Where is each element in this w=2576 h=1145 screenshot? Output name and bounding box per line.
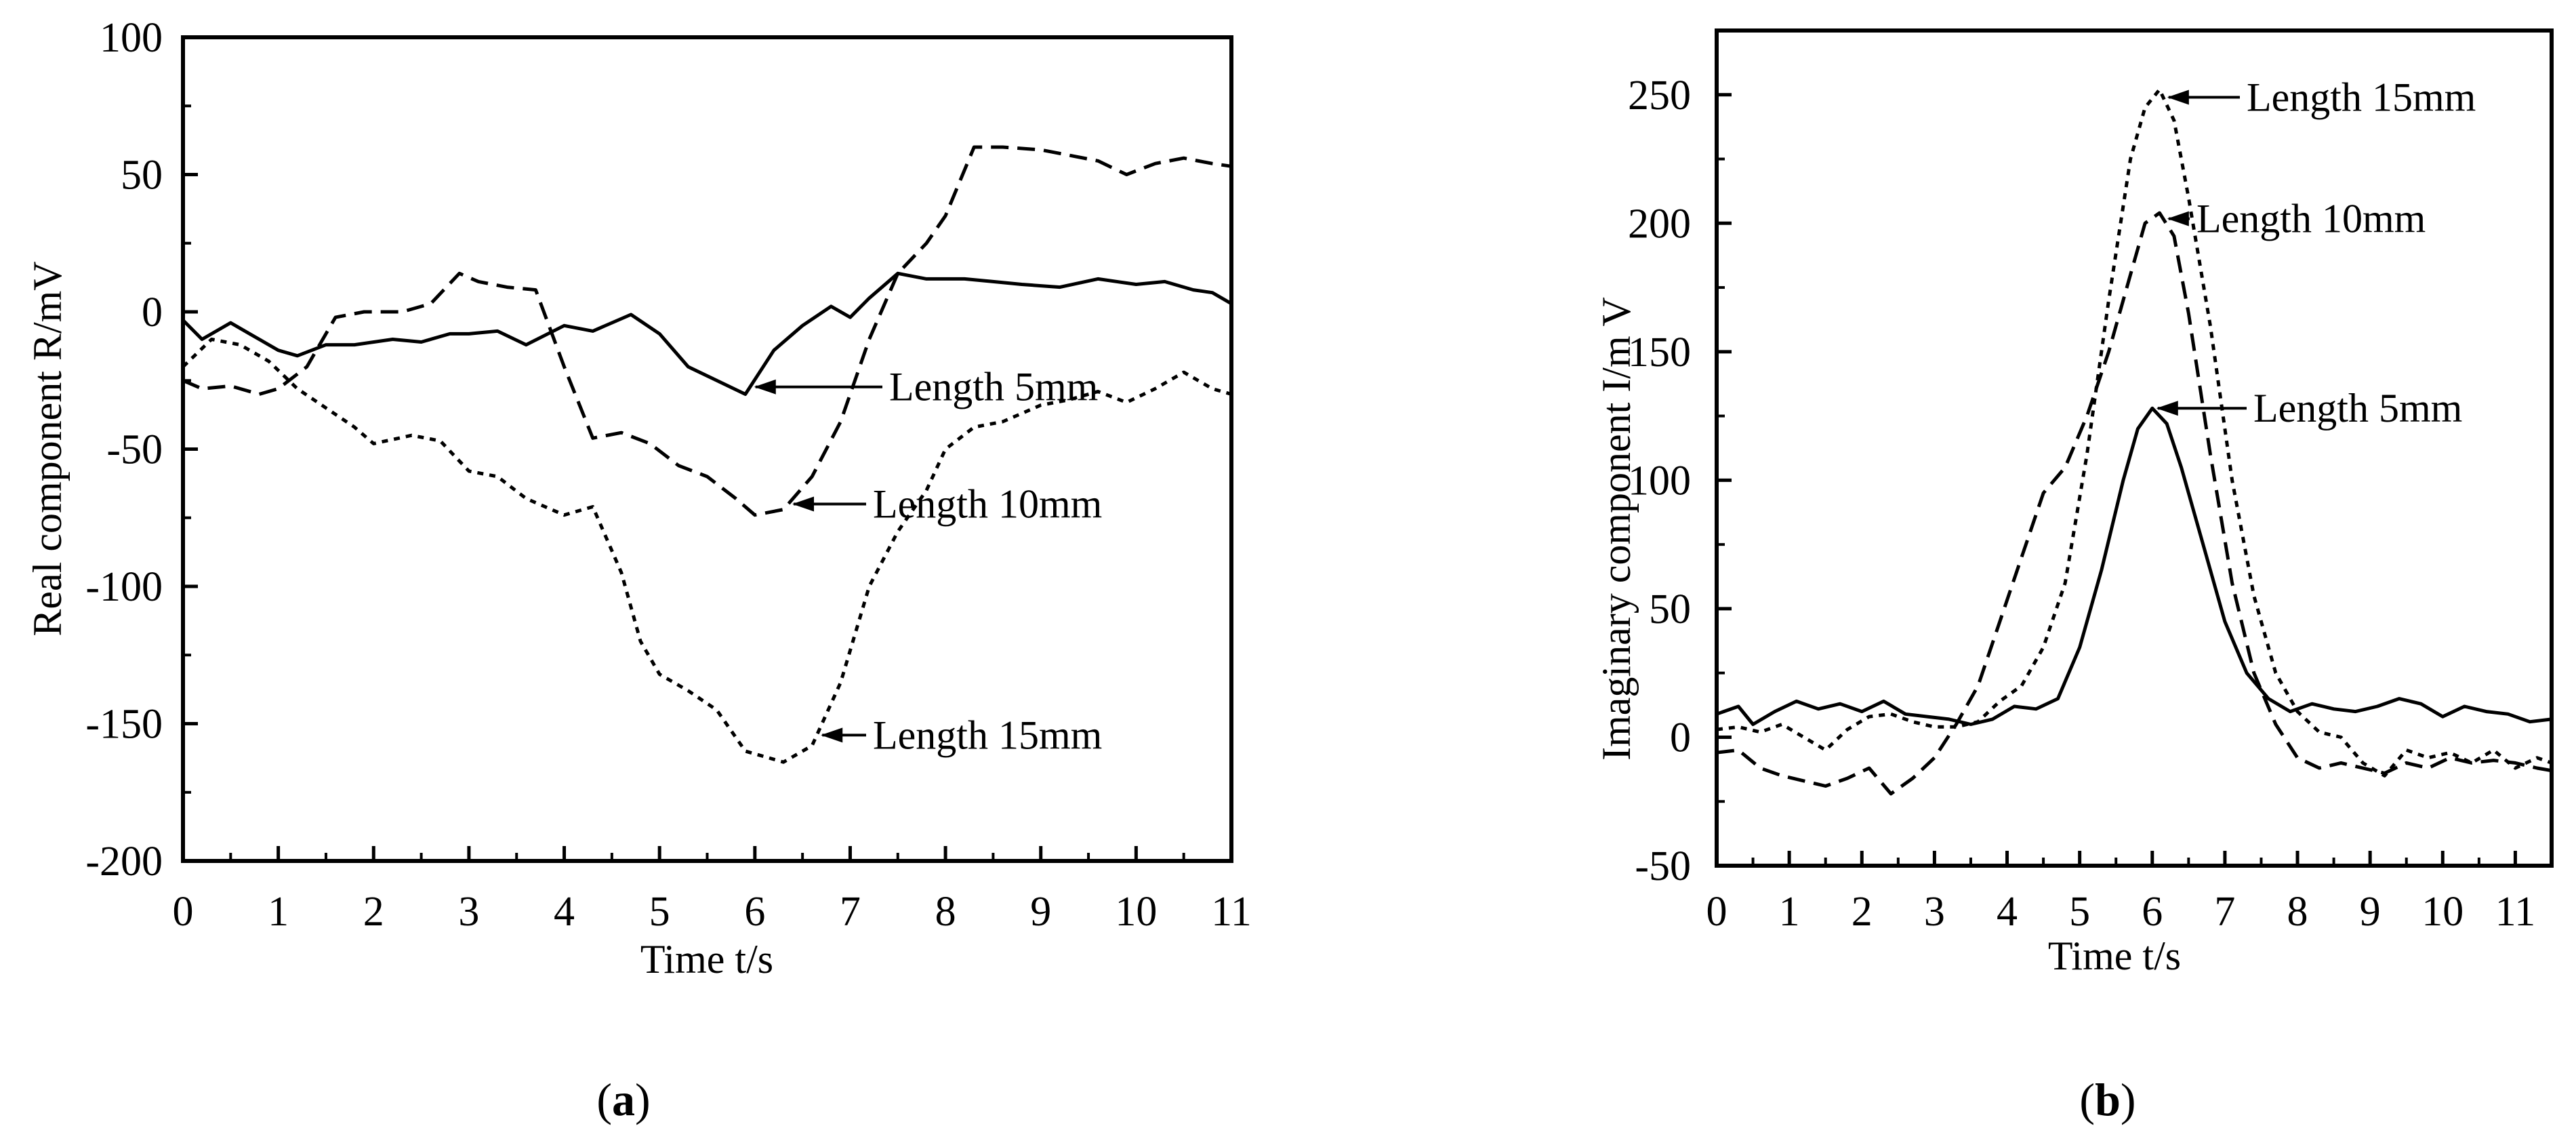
panel-b-y-axis-title: Imaginary component I/m V <box>1594 297 1639 761</box>
panel-b-y-tick-label: 200 <box>1628 201 1691 247</box>
panel-a-annotation-arrowhead <box>754 379 776 395</box>
panel-a-x-tick-label: 2 <box>363 889 384 935</box>
panel-a-y-tick-label: -50 <box>106 427 163 473</box>
panel-b-y-tick-label: 0 <box>1670 715 1691 761</box>
panel-b-x-tick-label: 6 <box>2142 889 2163 935</box>
panel-b-x-tick-label: 4 <box>1997 889 2018 935</box>
panel-a-y-axis-title: Real component R/mV <box>25 261 70 636</box>
panel-b-x-tick-label: 11 <box>2495 889 2536 935</box>
panel-a-y-tick-label: 100 <box>100 15 163 61</box>
panel-a-x-tick-label: 1 <box>268 889 289 935</box>
panel-a-x-tick-label: 11 <box>1211 889 1252 935</box>
panel-a-annotation-label: Length 15mm <box>873 712 1102 757</box>
panel-a-chart: 0 1 2 3 4 5 6 7 8 9 10 11 -200 -150 -100 -50 0 50 100 Leng… <box>25 15 1252 1125</box>
panel-b-x-tick-label: 7 <box>2214 889 2235 935</box>
panel-a-x-axis-title: Time t/s <box>640 937 773 982</box>
panel-b-y-tick-label: 100 <box>1628 458 1691 504</box>
panel-b-x-tick-label: 8 <box>2287 889 2308 935</box>
panel-b-x-tick-label: 3 <box>1924 889 1945 935</box>
panel-b-label: (b) <box>2079 1074 2135 1125</box>
panel-a-annotation-arrowhead <box>792 496 815 512</box>
panel-b-y-tick-label: -50 <box>1635 843 1691 889</box>
panel-a-series-length-15mm <box>182 338 1232 764</box>
panel-b-x-tick-label: 2 <box>1852 889 1873 935</box>
panel-a-label: (a) <box>596 1074 650 1125</box>
panel-b-series-length-15mm <box>1716 87 2552 778</box>
panel-a-x-tick-label: 8 <box>935 889 956 935</box>
panel-a-x-tick-label: 4 <box>554 889 575 935</box>
panel-b-plot-frame <box>1715 28 2554 868</box>
panel-b-series <box>1716 87 2552 796</box>
panel-b-ticks: 0 1 2 3 4 5 6 7 8 9 10 11 -50 0 50 100 150 200 250 <box>1628 73 2535 935</box>
panel-b-x-axis-title: Time t/s <box>2048 933 2181 978</box>
panel-a-series <box>182 145 1233 764</box>
panel-a-x-tick-label: 0 <box>173 889 194 935</box>
panel-a-x-tick-label: 5 <box>649 889 670 935</box>
panel-a-y-tick-label: -150 <box>85 702 163 748</box>
panel-b-annotation-arrowhead <box>2156 401 2178 416</box>
panel-b-x-tick-label: 9 <box>2360 889 2381 935</box>
panel-b-y-tick-label: 150 <box>1628 329 1691 376</box>
panel-b-series-length-5mm <box>1716 406 2552 726</box>
panel-b-annotation-arrowhead <box>2167 211 2189 226</box>
panel-a-series-length-5mm <box>182 271 1233 396</box>
panel-a-x-tick-label: 10 <box>1115 889 1157 935</box>
panel-a-x-tick-label: 6 <box>744 889 765 935</box>
panel-b-y-tick-label: 50 <box>1649 586 1691 632</box>
panel-b-chart: 0 1 2 3 4 5 6 7 8 9 10 11 -50 0 50 100 150 200 250 Length … <box>1594 28 2554 1125</box>
panel-b-series-length-10mm <box>1716 211 2552 796</box>
panel-a-x-tick-label: 7 <box>840 889 861 935</box>
panel-a-x-tick-label: 9 <box>1030 889 1051 935</box>
panel-b-x-tick-label: 1 <box>1779 889 1800 935</box>
panel-a-ticks: 0 1 2 3 4 5 6 7 8 9 10 11 -200 -150 -100 -50 0 50 100 <box>85 15 1252 935</box>
panel-a-series-length-10mm <box>182 145 1232 517</box>
panel-a-annotation-arrowhead <box>821 727 843 743</box>
panel-b-annotation-label: Length 10mm <box>2196 197 2426 241</box>
panel-b-x-tick-label: 0 <box>1706 889 1727 935</box>
panel-a-y-tick-label: 0 <box>142 289 163 336</box>
panel-a-y-tick-label: -100 <box>85 564 163 610</box>
panel-a-annotation-label: Length 10mm <box>873 482 1102 527</box>
panel-a-y-tick-label: 50 <box>121 153 163 199</box>
panel-a-annotations: Length 5mm Length 10mm Length 15mm <box>754 365 1102 757</box>
panel-b-annotation-label: Length 15mm <box>2247 75 2476 120</box>
panel-b-annotations: Length 15mm Length 10mm Length 5mm <box>2156 75 2476 430</box>
panel-a-y-tick-label: -200 <box>85 839 163 885</box>
panel-a-annotation-label: Length 5mm <box>889 365 1098 409</box>
panel-b-x-tick-label: 10 <box>2421 889 2463 935</box>
panel-b-y-tick-label: 250 <box>1628 73 1691 119</box>
panel-b-annotation-label: Length 5mm <box>2253 386 2462 430</box>
panel-b-x-tick-label: 5 <box>2069 889 2090 935</box>
panel-b-annotation-arrowhead <box>2167 89 2189 105</box>
panel-a-x-tick-label: 3 <box>458 889 479 935</box>
